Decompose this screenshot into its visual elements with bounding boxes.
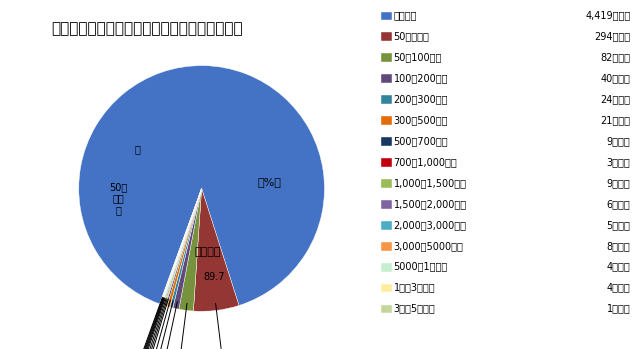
- Wedge shape: [167, 188, 202, 307]
- Text: 82経営体: 82経営体: [600, 52, 630, 62]
- Wedge shape: [170, 188, 202, 308]
- Text: 4経営体: 4経営体: [607, 262, 630, 272]
- Wedge shape: [160, 188, 202, 304]
- Wedge shape: [161, 188, 202, 305]
- Text: 販売なし: 販売なし: [394, 10, 417, 20]
- Wedge shape: [163, 188, 202, 305]
- Text: 1,000〜1,500未満: 1,000〜1,500未満: [394, 178, 467, 188]
- Text: 2,000〜3,000未満: 2,000〜3,000未満: [394, 220, 467, 230]
- Text: 0.1: 0.1: [113, 297, 163, 349]
- Text: 9経営体: 9経営体: [607, 178, 630, 188]
- Wedge shape: [163, 188, 202, 306]
- Text: （%）: （%）: [257, 177, 281, 187]
- Text: 0.2: 0.2: [131, 299, 166, 349]
- Text: 5000〜1億未満: 5000〜1億未満: [394, 262, 448, 272]
- Wedge shape: [159, 188, 202, 304]
- Text: 0.2: 0.2: [138, 299, 168, 349]
- Text: 0.1: 0.1: [118, 298, 163, 349]
- Text: 1,500〜2,000未満: 1,500〜2,000未満: [394, 199, 467, 209]
- Text: 林産物販売金額規模別林業経営体数の構成割合: 林産物販売金額規模別林業経営体数の構成割合: [51, 21, 243, 36]
- Text: 0.1: 0.1: [127, 298, 165, 349]
- Text: 50万円未満: 50万円未満: [394, 31, 429, 41]
- Text: 5経営体: 5経営体: [607, 220, 630, 230]
- Text: 0.8: 0.8: [157, 302, 177, 349]
- Text: 3経営体: 3経営体: [607, 157, 630, 167]
- Text: 50万
円未
満: 50万 円未 満: [109, 182, 127, 215]
- Text: 4,419経営体: 4,419経営体: [585, 10, 630, 20]
- Text: 4経営体: 4経営体: [607, 283, 630, 292]
- Wedge shape: [161, 188, 202, 305]
- Text: 0.1: 0.1: [143, 300, 170, 349]
- Text: 21経営体: 21経営体: [600, 115, 630, 125]
- Text: 販売なし: 販売なし: [195, 247, 221, 257]
- Text: 3,000〜5000未満: 3,000〜5000未満: [394, 241, 463, 251]
- Text: 300〜500未満: 300〜500未満: [394, 115, 448, 125]
- Text: 294経営体: 294経営体: [595, 31, 630, 41]
- Wedge shape: [179, 188, 202, 311]
- Text: 700〜1,000未満: 700〜1,000未満: [394, 157, 458, 167]
- Text: 500〜700未満: 500〜700未満: [394, 136, 448, 146]
- Text: 6: 6: [216, 303, 225, 349]
- Text: 24経営体: 24経営体: [600, 94, 630, 104]
- Text: 40経営体: 40経営体: [600, 73, 630, 83]
- Wedge shape: [193, 188, 239, 311]
- Text: 0: 0: [120, 298, 163, 349]
- Text: 0.4: 0.4: [148, 301, 173, 349]
- Text: 50〜100未満: 50〜100未満: [394, 52, 442, 62]
- Text: 9経営体: 9経営体: [607, 136, 630, 146]
- Text: 0.1: 0.1: [124, 298, 164, 349]
- Text: 0.1: 0.1: [134, 299, 167, 349]
- Wedge shape: [79, 66, 324, 305]
- Wedge shape: [164, 188, 202, 306]
- Text: 89.7: 89.7: [203, 272, 225, 282]
- Text: 8経営体: 8経営体: [607, 241, 630, 251]
- Text: 1経営体: 1経営体: [607, 304, 630, 313]
- Text: 200〜300未満: 200〜300未満: [394, 94, 448, 104]
- Text: 0: 0: [125, 298, 164, 349]
- Text: 万: 万: [135, 144, 141, 154]
- Wedge shape: [162, 188, 202, 305]
- Text: 1億〜3億未満: 1億〜3億未満: [394, 283, 435, 292]
- Text: 100〜200未満: 100〜200未満: [394, 73, 448, 83]
- Wedge shape: [173, 188, 202, 309]
- Text: 3億〜5億未満: 3億〜5億未満: [394, 304, 435, 313]
- Wedge shape: [165, 188, 202, 306]
- Text: 1.9: 1.9: [173, 303, 187, 349]
- Text: 6経営体: 6経営体: [607, 199, 630, 209]
